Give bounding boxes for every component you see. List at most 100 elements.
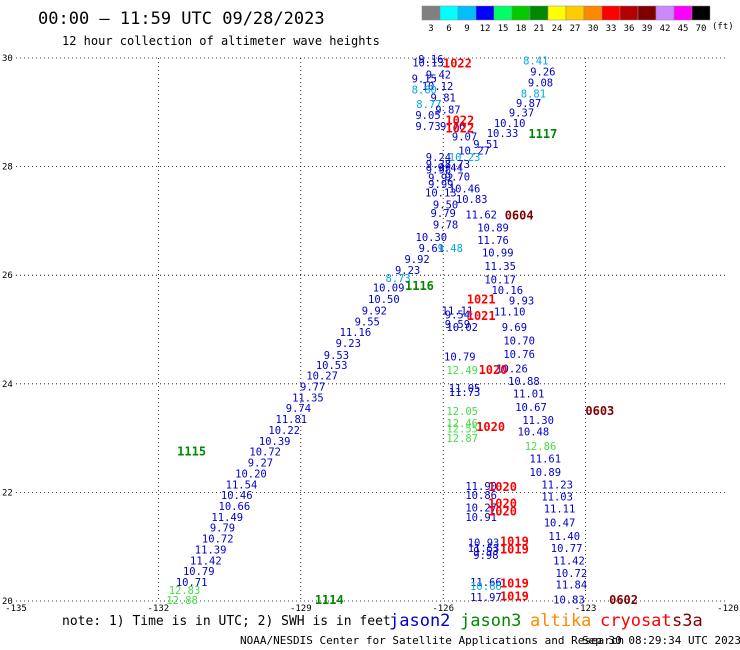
wave-height-value: 12.05 [446,406,478,418]
wave-height-value: 11.97 [470,592,502,604]
track-time-label: 1114 [315,593,344,607]
footer-timestamp: Sep 30 08:29:34 UTC 2023 [582,634,740,647]
axis-labels: -135 -132 -129 -126 -123 -120 30 28 26 24 22 20 [2,54,739,614]
wave-height-value: 12.87 [446,433,478,445]
wave-height-value: 9.42 [426,69,451,81]
track-time-label: 1022 [445,122,474,136]
track-time-label: 0603 [585,404,614,418]
wave-height-value: 10.79 [183,566,215,578]
wave-height-value: 10.13 [425,188,457,200]
color-scale-legend: 3 6 9 12 15 18 21 24 27 30 33 36 39 42 45 70 [421,5,711,34]
wave-height-value: 11.61 [529,454,561,466]
scale-swatch [439,5,459,21]
wave-height-value: 9.73 [415,121,440,133]
wave-height-value: 10.02 [446,322,478,334]
legend-note: note: 1) Time is in UTC; 2) SWH is in fe… [62,614,391,629]
wave-height-value: 10.27 [465,503,497,515]
latitude-tick-label: 22 [2,488,13,498]
wave-height-value: 10.27 [458,145,490,157]
scale-swatch [529,5,549,21]
wave-height-value: 11.40 [548,531,580,543]
track-time-label: 1019 [500,577,529,591]
wave-height-value: 10.86 [465,490,497,502]
wave-height-value: 9.87 [435,105,460,117]
satellite-legend-jason3: jason3 [460,611,521,631]
wave-height-value: 9.81 [431,93,456,105]
track-time-label: 1020 [488,504,517,518]
wave-height-value: 9.08 [528,77,553,89]
scale-swatch [637,5,657,21]
wave-height-value: 10.83 [553,594,585,606]
wave-height-value: 10.71 [176,577,208,589]
scale-bin-label: 33 [606,24,617,34]
wave-height-value: 9.53 [324,350,349,362]
scale-swatch [619,5,639,21]
wave-height-value: 10.72 [202,534,234,546]
wave-height-value: 9.37 [426,159,451,171]
wave-height-value: 10.17 [484,275,516,287]
wave-height-value: 10.16 [491,285,523,297]
wave-height-value: 12.83 [169,585,201,597]
wave-height-value: 10.33 [487,128,519,140]
track-time-label: 0602 [609,593,638,607]
wave-height-value: 11.11 [442,305,474,317]
wave-height-value: 12.46 [446,418,478,430]
map-frame [16,58,728,601]
track-time-label: 1022 [445,113,474,127]
scale-swatch [565,5,585,21]
wave-height-value: 11.05 [449,383,481,395]
wave-height-value: 11.42 [190,555,222,567]
wave-height-value: 9.55 [355,316,380,328]
scale-bin-label: 18 [516,24,527,34]
wave-height-value: 11.16 [340,327,372,339]
scale-bin-label: 6 [446,24,451,34]
track-time-label: 1020 [488,480,517,494]
track-time-label: 1117 [528,127,557,141]
wave-height-value: 9.15 [412,74,437,86]
wave-height-value: 10.26 [496,364,528,376]
wave-height-value: 9.05 [415,110,440,122]
wave-height-value: 10.72 [249,447,281,459]
scale-swatch [583,5,603,21]
wave-height-value: 9.24 [426,152,451,164]
map-subtitle: 12 hour collection of altimeter wave hei… [62,34,380,48]
wave-height-value: 10.47 [544,517,576,529]
wave-height-value: 10.83 [456,194,488,206]
scale-bin-label: 70 [696,24,707,34]
wave-height-value: 9.51 [473,139,498,151]
map-title: 00:00 – 11:59 UTC 09/28/2023 [38,9,325,29]
wave-height-value: 11.54 [226,479,258,491]
wave-height-value: 11.23 [541,479,573,491]
wave-height-value: 10.79 [444,352,476,364]
wave-height-value: 10.12 [422,81,454,93]
wave-height-value: 11.35 [484,261,516,273]
wave-height-value: 9.92 [362,305,387,317]
wave-height-value: 9.70 [445,171,470,183]
scale-bin-label: 9 [464,24,469,34]
wave-height-value: 9.48 [438,243,463,255]
scale-swatch [601,5,621,21]
scale-swatch [691,5,711,21]
track-time-label: 0604 [505,208,534,222]
satellite-legend-altika: altika [530,611,591,631]
wave-height-value: 10.70 [503,335,535,347]
wave-height-value: 11.35 [292,392,324,404]
wave-height-value: 11.30 [522,415,554,427]
wave-height-value: 10.89 [529,467,561,479]
track-time-label: 1019 [500,534,529,548]
wave-height-value: 11.53 [468,543,500,555]
wave-height-value: 9.44 [438,163,463,175]
satellite-legend-jason2: jason2 [389,611,450,631]
wave-height-value: 9.23 [395,265,420,277]
wave-height-value: 9.77 [300,382,325,394]
wave-height-value: 9.93 [509,296,534,308]
wave-height-value: 10.23 [449,152,481,164]
wave-height-value: 10.67 [515,402,547,414]
wave-height-value: 10.76 [503,349,535,361]
longitude-tick-label: -129 [290,604,312,614]
wave-height-value: 9.50 [433,200,458,212]
wave-height-value: 12.55 [446,423,478,435]
wave-height-value: 11.66 [470,577,502,589]
wave-height-value: 10.72 [556,568,588,580]
wave-height-value: 9.07 [452,132,477,144]
